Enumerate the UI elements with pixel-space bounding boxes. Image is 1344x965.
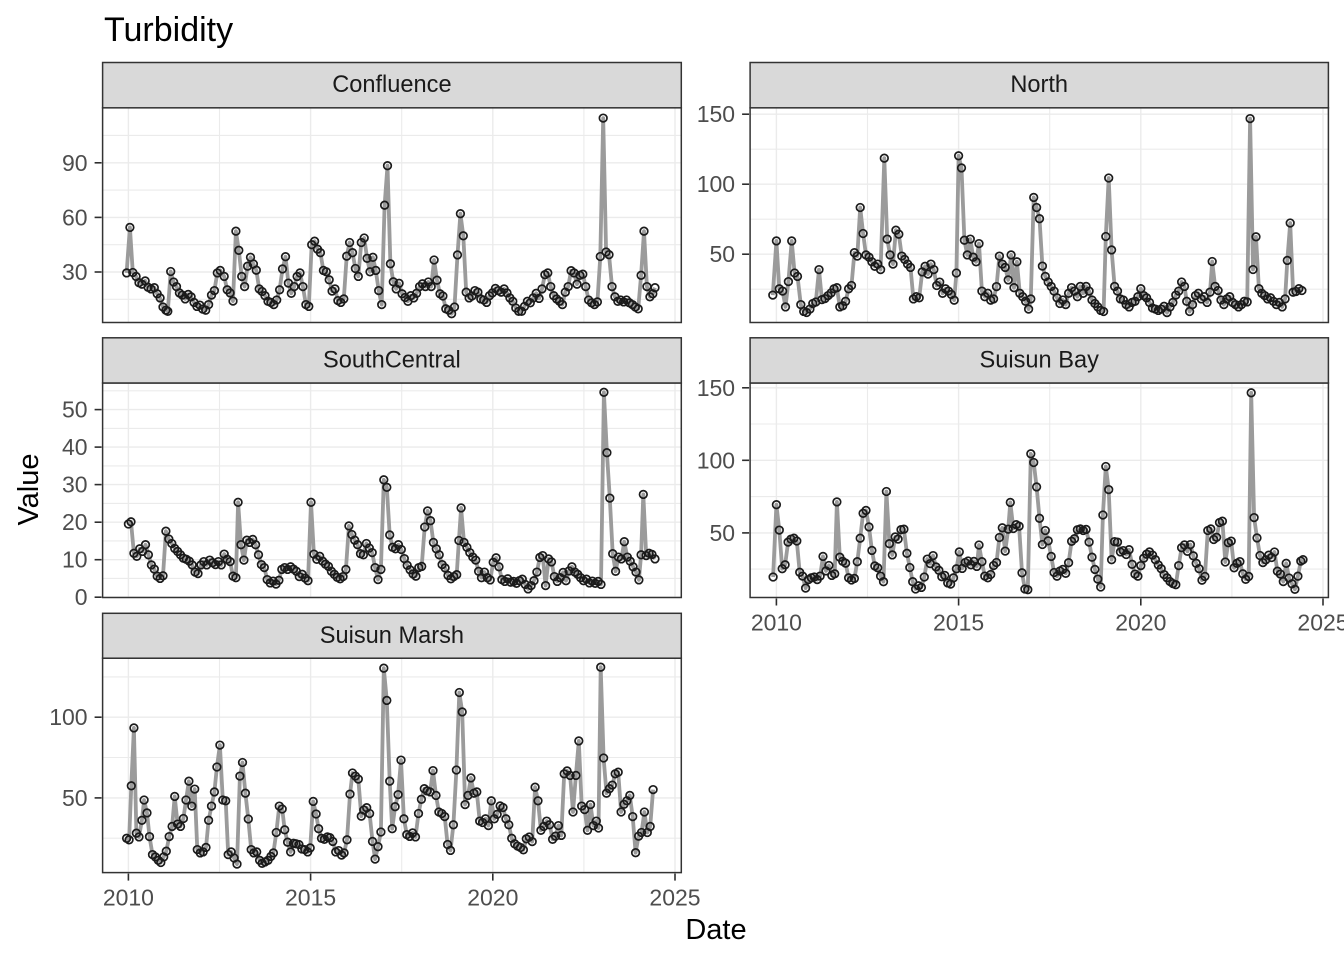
svg-text:Turbidity: Turbidity [104, 11, 233, 49]
svg-text:Value: Value [13, 453, 45, 525]
svg-text:2015: 2015 [285, 885, 336, 911]
svg-text:2025: 2025 [649, 885, 700, 911]
svg-text:SouthCentral: SouthCentral [323, 347, 461, 373]
svg-text:30: 30 [62, 259, 88, 285]
svg-text:Confluence: Confluence [332, 72, 451, 98]
svg-text:2015: 2015 [933, 610, 984, 636]
svg-text:20: 20 [62, 509, 88, 535]
svg-text:50: 50 [710, 520, 736, 546]
svg-text:50: 50 [62, 397, 88, 423]
svg-text:2010: 2010 [751, 610, 802, 636]
svg-text:100: 100 [697, 447, 735, 473]
svg-text:150: 150 [697, 101, 735, 127]
svg-text:North: North [1010, 72, 1068, 98]
svg-text:Date: Date [685, 914, 746, 946]
svg-text:Suisun Marsh: Suisun Marsh [320, 623, 464, 649]
svg-text:40: 40 [62, 434, 88, 460]
svg-text:50: 50 [710, 241, 736, 267]
svg-text:2025: 2025 [1297, 610, 1344, 636]
svg-text:30: 30 [62, 472, 88, 498]
svg-text:Suisun Bay: Suisun Bay [980, 347, 1100, 373]
svg-text:150: 150 [697, 375, 735, 401]
svg-text:100: 100 [697, 171, 735, 197]
svg-text:0: 0 [75, 584, 88, 610]
svg-text:50: 50 [62, 785, 88, 811]
svg-text:90: 90 [62, 150, 88, 176]
svg-text:2020: 2020 [467, 885, 518, 911]
svg-text:2010: 2010 [103, 885, 154, 911]
svg-text:10: 10 [62, 547, 88, 573]
svg-text:60: 60 [62, 204, 88, 230]
svg-text:2020: 2020 [1115, 610, 1166, 636]
svg-text:100: 100 [49, 704, 87, 730]
